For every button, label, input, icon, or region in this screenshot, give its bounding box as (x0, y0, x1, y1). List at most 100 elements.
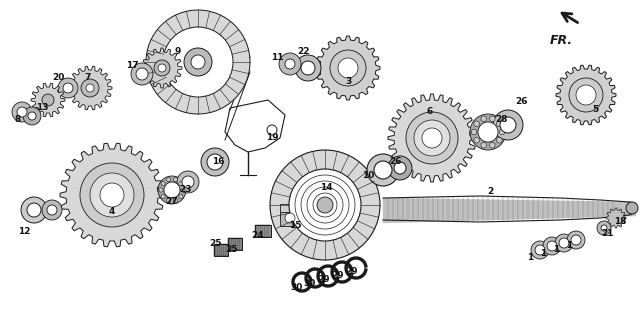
Text: 10: 10 (362, 171, 374, 179)
Circle shape (90, 173, 134, 217)
Circle shape (285, 59, 295, 69)
Text: 3: 3 (345, 77, 351, 87)
Circle shape (301, 61, 315, 75)
Circle shape (295, 55, 321, 81)
Text: 26: 26 (516, 98, 528, 107)
Bar (220, 244, 221, 256)
Circle shape (493, 110, 523, 140)
Circle shape (422, 128, 442, 148)
Circle shape (559, 238, 569, 248)
Text: 1: 1 (540, 249, 546, 258)
Circle shape (406, 112, 458, 164)
Text: 1: 1 (527, 254, 533, 262)
Polygon shape (556, 65, 616, 125)
Circle shape (394, 162, 406, 174)
Circle shape (17, 107, 27, 117)
Text: 18: 18 (614, 217, 627, 227)
Circle shape (490, 116, 495, 121)
Circle shape (481, 143, 486, 148)
Text: 1: 1 (566, 242, 572, 250)
Text: 25: 25 (226, 245, 238, 255)
Circle shape (163, 27, 233, 97)
Bar (214, 244, 228, 256)
Circle shape (490, 143, 495, 148)
Circle shape (81, 79, 99, 97)
Text: 20: 20 (52, 74, 64, 82)
Polygon shape (388, 94, 476, 182)
Circle shape (289, 169, 361, 241)
Text: 29: 29 (317, 275, 330, 284)
Text: 12: 12 (18, 228, 30, 236)
Circle shape (158, 176, 186, 204)
Text: 2: 2 (487, 187, 493, 197)
Bar (261, 225, 262, 237)
Circle shape (177, 171, 199, 193)
Text: 27: 27 (166, 197, 179, 206)
Circle shape (279, 53, 301, 75)
Circle shape (626, 202, 638, 214)
Circle shape (100, 183, 124, 207)
Text: 15: 15 (289, 222, 301, 230)
Circle shape (374, 161, 392, 179)
Bar (222, 244, 223, 256)
Circle shape (270, 150, 380, 260)
Circle shape (27, 203, 41, 217)
Circle shape (388, 156, 412, 180)
Text: 8: 8 (15, 115, 21, 125)
Circle shape (154, 60, 170, 76)
Text: 16: 16 (212, 158, 224, 166)
Circle shape (569, 78, 603, 112)
Circle shape (42, 94, 54, 106)
Circle shape (543, 237, 561, 255)
Circle shape (159, 188, 163, 192)
Circle shape (474, 121, 479, 126)
Circle shape (63, 83, 73, 93)
Circle shape (166, 198, 171, 203)
Text: 9: 9 (175, 48, 181, 56)
Bar (259, 225, 260, 237)
Bar (255, 225, 271, 237)
Circle shape (23, 107, 41, 125)
Text: 1: 1 (553, 245, 559, 255)
Circle shape (478, 122, 498, 142)
Circle shape (471, 129, 477, 135)
Circle shape (497, 138, 502, 143)
Polygon shape (606, 208, 626, 228)
Bar (232, 238, 234, 250)
Text: 29: 29 (346, 268, 358, 276)
Circle shape (146, 10, 250, 114)
Circle shape (547, 241, 557, 251)
Circle shape (601, 225, 607, 231)
Circle shape (499, 129, 505, 135)
Circle shape (531, 241, 549, 259)
Circle shape (497, 121, 502, 126)
Polygon shape (31, 83, 65, 117)
Circle shape (201, 148, 229, 176)
Bar (228, 238, 242, 250)
Bar (214, 244, 216, 256)
Bar (216, 244, 218, 256)
Circle shape (470, 114, 506, 150)
Circle shape (173, 198, 177, 203)
Circle shape (58, 78, 78, 98)
Text: 11: 11 (271, 54, 284, 62)
Circle shape (164, 182, 180, 198)
Circle shape (136, 68, 148, 80)
Circle shape (47, 205, 57, 215)
Text: 6: 6 (427, 107, 433, 117)
Text: 13: 13 (36, 103, 48, 113)
Circle shape (500, 117, 516, 133)
Circle shape (576, 85, 596, 105)
Text: 7: 7 (85, 74, 91, 82)
Circle shape (414, 120, 450, 156)
Circle shape (184, 48, 212, 76)
Circle shape (367, 154, 399, 186)
Bar (240, 238, 241, 250)
Polygon shape (316, 36, 380, 100)
Text: 23: 23 (179, 185, 191, 195)
Bar (234, 238, 236, 250)
Text: 30: 30 (304, 280, 316, 288)
Bar (238, 238, 239, 250)
Circle shape (535, 245, 545, 255)
Circle shape (597, 221, 611, 235)
